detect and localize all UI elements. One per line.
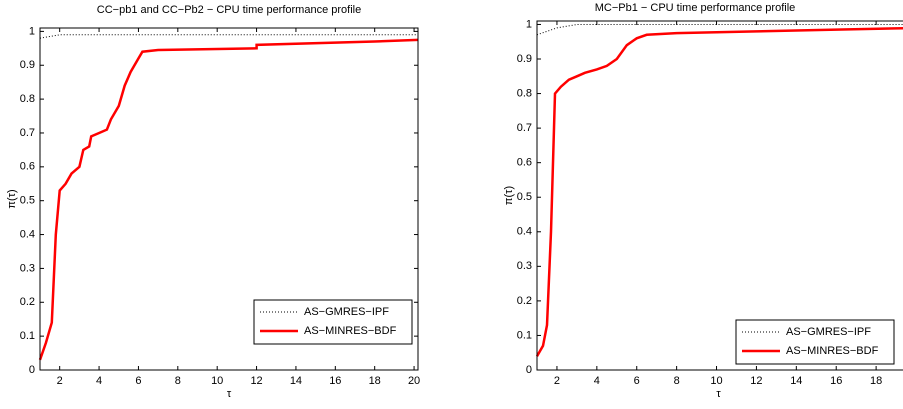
x-tick-label: 14 (790, 375, 802, 387)
legend-label: AS−GMRES−IPF (786, 326, 871, 338)
x-tick-label: 4 (594, 375, 600, 387)
x-tick-label: 12 (250, 375, 262, 387)
y-tick-label: 0.7 (517, 122, 532, 134)
x-tick-label: 2 (554, 375, 560, 387)
legend-box (253, 299, 413, 345)
y-tick-label: 0.4 (517, 226, 532, 238)
x-tick-label: 10 (710, 375, 722, 387)
y-tick-label: 0.6 (20, 161, 35, 173)
y-tick-label: 0.9 (20, 59, 35, 71)
line (536, 24, 903, 36)
x-tick-label: 6 (634, 375, 640, 387)
x-tick-label: 8 (175, 375, 181, 387)
x-tick-label: 18 (870, 375, 882, 387)
x-tick-label: 6 (135, 375, 141, 387)
y-tick-label: 0.2 (517, 295, 532, 307)
x-tick-label: 4 (96, 375, 102, 387)
y-axis-label: π(τ) (503, 186, 515, 205)
y-tick-label: 1 (29, 25, 35, 37)
axes-frame (39, 27, 419, 371)
legend-label: AS−GMRES−IPF (304, 306, 389, 318)
y-tick-label: 0.1 (517, 329, 532, 341)
y-tick-label: 0.9 (517, 53, 532, 65)
y-tick-label: 0.4 (20, 228, 35, 240)
y-tick-label: 0.6 (517, 157, 532, 169)
x-tick-label: 10 (211, 375, 223, 387)
y-tick-label: 0.1 (20, 330, 35, 342)
y-tick-label: 0.8 (517, 87, 532, 99)
y-tick-label: 0.3 (20, 262, 35, 274)
x-tick-label: 20 (408, 375, 420, 387)
axes-frame (536, 20, 903, 371)
x-tick-label: 14 (290, 375, 302, 387)
line (38, 38, 419, 361)
x-tick-label: 16 (329, 375, 341, 387)
y-tick-label: 0 (29, 364, 35, 376)
y-axis-label: π(τ) (6, 189, 18, 208)
y-tick-label: 0.5 (517, 191, 532, 203)
x-axis-label: τ (227, 388, 232, 400)
x-axis-label: τ (716, 388, 721, 400)
y-tick-label: 0.8 (20, 93, 35, 105)
line (535, 26, 903, 357)
x-tick-label: 12 (750, 375, 762, 387)
chart-title: CC−pb1 and CC−Pb2 − CPU time performance… (97, 4, 361, 16)
chart-title: MC−Pb1 − CPU time performance profile (595, 2, 796, 14)
x-tick-label: 18 (369, 375, 381, 387)
y-tick-label: 0.2 (20, 296, 35, 308)
x-tick-label: 8 (674, 375, 680, 387)
legend-label: AS−MINRES−BDF (304, 325, 397, 337)
x-tick-label: 2 (57, 375, 63, 387)
y-tick-label: 1 (526, 18, 532, 30)
y-tick-label: 0 (526, 364, 532, 376)
legend-label: AS−MINRES−BDF (786, 345, 879, 357)
y-tick-label: 0.3 (517, 260, 532, 272)
x-tick-label: 16 (830, 375, 842, 387)
y-tick-label: 0.7 (20, 127, 35, 139)
legend-box (735, 319, 895, 365)
y-tick-label: 0.5 (20, 195, 35, 207)
line (39, 34, 418, 39)
